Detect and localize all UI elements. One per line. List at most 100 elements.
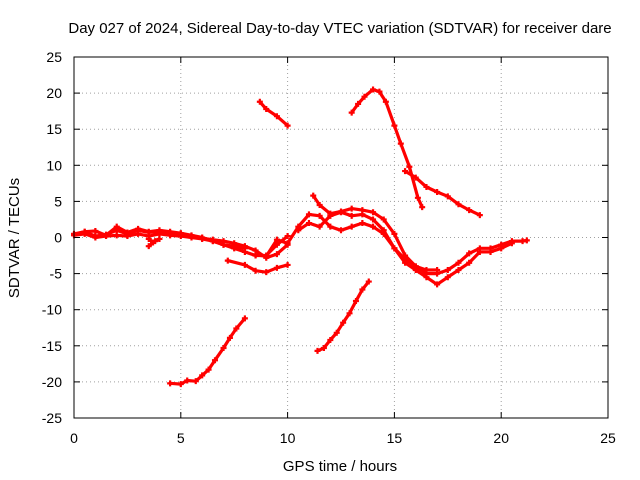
data-point: [135, 225, 142, 232]
series-arc-3: [81, 223, 248, 252]
data-point: [346, 310, 353, 317]
y-tick-label: 20: [46, 85, 62, 101]
data-point: [320, 344, 327, 351]
data-point: [167, 380, 174, 387]
data-point: [192, 378, 199, 385]
data-point: [487, 248, 494, 255]
data-point: [205, 366, 212, 373]
data-point: [284, 240, 291, 247]
data-point: [466, 259, 473, 266]
data-point: [476, 212, 483, 219]
y-tick-label: 15: [46, 121, 62, 137]
data-point: [135, 230, 142, 237]
data-point: [184, 377, 191, 384]
data-point: [412, 263, 419, 270]
x-tick-labels: 0 5 10 15 20 25: [70, 430, 616, 446]
data-point: [145, 235, 152, 242]
data-point: [103, 232, 110, 239]
series-line: [83, 225, 247, 250]
data-point: [380, 216, 387, 223]
data-point: [152, 238, 159, 245]
x-tick-label: 20: [493, 430, 509, 446]
data-point: [340, 319, 347, 326]
data-point: [145, 243, 152, 250]
data-point: [284, 122, 291, 129]
data-point: [391, 230, 398, 237]
y-tick-label: -15: [42, 338, 62, 354]
data-point: [419, 204, 426, 211]
series-arc-13: [314, 278, 372, 354]
data-point: [352, 298, 359, 305]
data-point: [284, 233, 291, 240]
data-point: [81, 228, 88, 235]
data-point: [455, 266, 462, 273]
axis-ticks: [73, 56, 609, 419]
data-point: [444, 274, 451, 281]
series-arc-4: [145, 235, 163, 250]
data-point: [252, 251, 259, 258]
data-point: [273, 113, 280, 120]
data-point: [256, 98, 263, 105]
data-point: [402, 259, 409, 266]
data-point: [370, 209, 377, 216]
data-point: [199, 372, 206, 379]
data-point: [391, 245, 398, 252]
data-point: [402, 252, 409, 259]
y-tick-labels: -25 -20 -15 -10 -5 0 5 10 15 20 25: [42, 49, 62, 426]
data-point: [156, 227, 163, 234]
series-line: [258, 100, 290, 128]
data-point: [423, 274, 430, 281]
data-point: [455, 201, 462, 208]
x-tick-label: 0: [70, 430, 78, 446]
data-point: [333, 329, 340, 336]
y-tick-label: 25: [46, 49, 62, 65]
data-point: [466, 207, 473, 214]
y-tick-label: -25: [42, 410, 62, 426]
data-point: [252, 267, 259, 274]
data-point: [476, 248, 483, 255]
data-point: [370, 216, 377, 223]
data-series: [71, 86, 530, 388]
data-point: [113, 223, 120, 230]
data-point: [348, 205, 355, 212]
x-tick-label: 10: [280, 430, 296, 446]
data-point: [361, 93, 368, 100]
data-point: [241, 261, 248, 268]
data-point: [359, 220, 366, 227]
data-point: [231, 243, 238, 250]
data-point: [423, 183, 430, 190]
data-point: [113, 232, 120, 239]
x-tick-label: 15: [387, 430, 403, 446]
data-point: [434, 266, 441, 273]
data-point: [444, 193, 451, 200]
data-point: [220, 344, 227, 351]
data-point: [224, 257, 231, 264]
x-axis-label: GPS time / hours: [283, 458, 397, 475]
data-point: [273, 236, 280, 243]
data-point: [444, 266, 451, 273]
data-point: [305, 211, 312, 218]
data-point: [338, 208, 344, 215]
series-arc-5: [224, 257, 291, 276]
data-point: [412, 174, 419, 181]
x-tick-label: 25: [600, 430, 616, 446]
data-point: [263, 253, 270, 260]
series-arc-12: [167, 315, 248, 388]
series-arc-9: [256, 98, 291, 129]
data-point: [498, 245, 505, 252]
data-point: [92, 234, 99, 241]
data-point: [508, 240, 515, 247]
data-point: [241, 315, 248, 322]
data-point: [327, 223, 334, 230]
data-point: [316, 212, 323, 219]
y-tick-label: -10: [42, 302, 62, 318]
data-point: [124, 229, 131, 236]
data-point: [365, 278, 372, 285]
data-point: [316, 202, 323, 209]
data-point: [523, 237, 530, 244]
y-tick-label: -5: [50, 266, 63, 282]
data-point: [466, 250, 473, 257]
data-point: [327, 337, 334, 344]
